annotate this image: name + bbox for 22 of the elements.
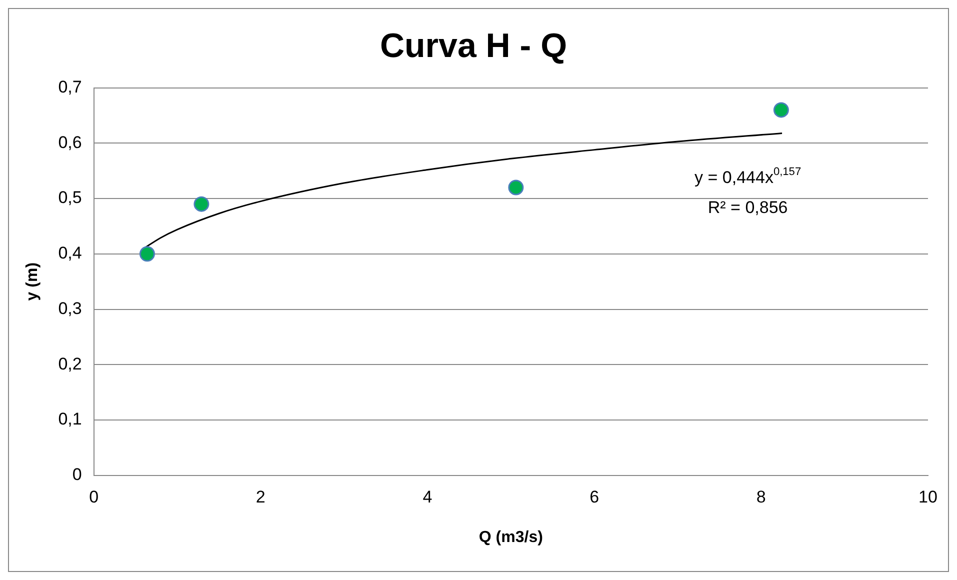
x-tick-label: 2 <box>256 487 266 506</box>
x-tick-label: 10 <box>918 487 938 506</box>
y-tick-label: 0,4 <box>58 244 82 263</box>
point <box>194 196 210 212</box>
x-axis-title: Q (m3/s) <box>478 528 543 546</box>
point <box>139 246 155 262</box>
y-tick-label: 0,1 <box>58 410 82 429</box>
y-tick-label: 0,5 <box>58 188 82 208</box>
y-tick-label: 0 <box>72 465 82 484</box>
x-tick-label: 6 <box>590 487 600 506</box>
y-tick-label: 0,7 <box>58 77 82 96</box>
chart-title: Curva H - Q <box>380 26 568 65</box>
point <box>508 180 524 196</box>
y-axis-title: y (m) <box>24 262 42 301</box>
x-tick-label: 0 <box>89 487 99 506</box>
x-tick-label: 4 <box>422 487 432 506</box>
point <box>773 102 789 118</box>
annotation: R² = 0,856 <box>708 198 788 217</box>
y-tick-label: 0,6 <box>58 132 82 152</box>
y-tick-label: 0,3 <box>58 298 82 318</box>
y-tick-label: 0,2 <box>58 354 82 374</box>
x-tick-label: 8 <box>756 487 766 506</box>
